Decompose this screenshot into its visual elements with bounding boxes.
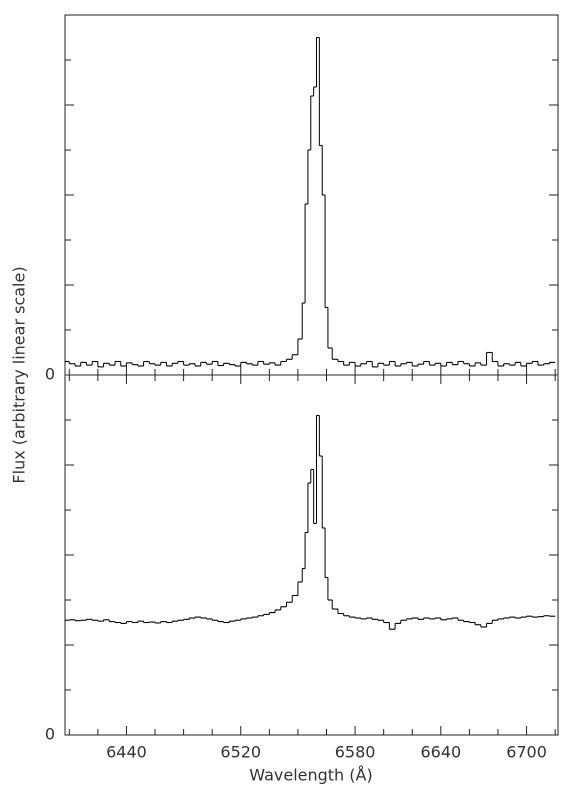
x-tick-label: 6520 — [220, 743, 261, 762]
y-tick-label: 0 — [45, 365, 55, 384]
x-tick-label: 6440 — [106, 743, 147, 762]
x-tick-label: 6580 — [335, 743, 376, 762]
y-tick-label: 0 — [45, 725, 55, 744]
y-axis-label: Flux (arbitrary linear scale) — [10, 266, 29, 483]
x-axis-label: Wavelength (Å) — [249, 766, 372, 785]
x-tick-label: 6640 — [420, 743, 461, 762]
x-tick-label: 6700 — [506, 743, 547, 762]
